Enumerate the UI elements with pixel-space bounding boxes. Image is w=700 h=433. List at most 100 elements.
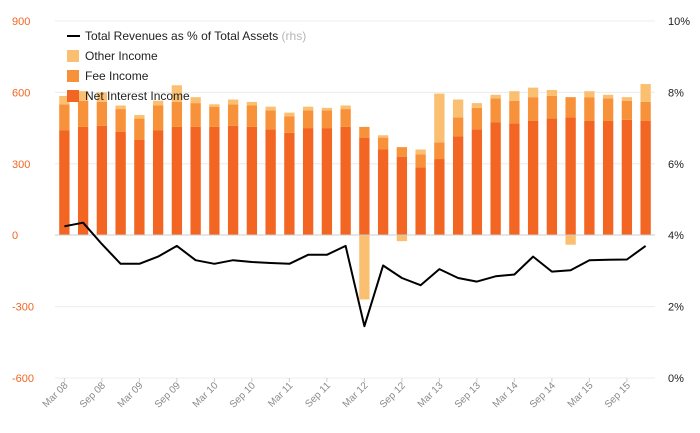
- legend-label: Fee Income: [85, 69, 149, 83]
- bar-fee-income: [471, 107, 483, 130]
- bar-other-income: [302, 106, 314, 111]
- legend: Total Revenues as % of Total Assets (rhs…: [67, 29, 306, 103]
- bar-fee-income: [134, 118, 145, 140]
- bar-net-interest-income: [602, 120, 614, 236]
- bar-fee-income: [452, 117, 464, 137]
- bar-other-income: [171, 85, 183, 102]
- x-tick-label: Mar 14: [491, 380, 521, 410]
- left-tick-label: 0: [12, 230, 18, 242]
- bar-fee-income: [190, 103, 201, 127]
- bar-fee-income: [434, 142, 445, 160]
- bar-fee-income: [152, 105, 164, 131]
- x-tick-label: Sep 13: [453, 380, 483, 410]
- bar-net-interest-income: [546, 118, 558, 236]
- x-tick-label: Mar 15: [566, 380, 596, 410]
- x-tick-label: Sep 11: [303, 380, 333, 410]
- bar-fee-income: [115, 109, 126, 132]
- right-tick-label: 4%: [668, 230, 684, 242]
- legend-swatch-net-interest-income: [67, 90, 79, 102]
- bar-other-income: [321, 107, 333, 111]
- bar-other-income: [640, 84, 651, 102]
- bar-net-interest-income: [77, 126, 89, 236]
- bar-net-interest-income: [621, 119, 633, 236]
- bar-other-income: [471, 103, 483, 108]
- bar-other-income: [621, 97, 633, 101]
- x-tick-label: Sep 14: [528, 380, 558, 410]
- bar-net-interest-income: [396, 156, 408, 236]
- bar-fee-income: [246, 105, 258, 127]
- bar-net-interest-income: [59, 130, 70, 236]
- x-tick-label: Sep 10: [228, 380, 258, 410]
- bar-fee-income: [509, 100, 520, 124]
- bar-fee-income: [490, 98, 501, 123]
- legend-label: Net Interest Income: [85, 89, 190, 103]
- bar-other-income: [584, 91, 595, 98]
- bar-fee-income: [96, 101, 108, 126]
- bar-net-interest-income: [340, 126, 351, 236]
- x-tick-label: Sep 09: [153, 380, 183, 410]
- right-tick-label: 10%: [668, 16, 690, 28]
- left-axis-ticks: 900 600 300 0 -300 -600: [12, 16, 34, 385]
- bar-series: [59, 84, 651, 300]
- x-tick-label: Mar 13: [416, 380, 446, 410]
- bar-net-interest-income: [321, 128, 333, 236]
- bar-other-income: [340, 105, 351, 110]
- bar-net-interest-income: [302, 128, 314, 236]
- bar-other-income: [284, 112, 295, 117]
- bar-fee-income: [340, 109, 351, 127]
- x-tick-label: Sep 15: [603, 380, 633, 410]
- legend-swatch-other-income: [67, 50, 79, 62]
- bar-other-income: [527, 87, 539, 98]
- bar-other-income: [509, 91, 520, 101]
- bar-net-interest-income: [171, 126, 183, 236]
- left-tick-label: -600: [12, 373, 34, 385]
- bar-fee-income: [584, 97, 595, 121]
- bar-net-interest-income: [377, 149, 389, 236]
- bar-fee-income: [640, 101, 651, 121]
- bar-fee-income: [621, 100, 633, 120]
- bar-net-interest-income: [246, 126, 258, 236]
- legend-note: (rhs): [278, 29, 306, 43]
- bar-net-interest-income: [434, 159, 445, 236]
- legend-label: Total Revenues as % of Total Assets (rhs…: [85, 29, 306, 43]
- bar-fee-income: [171, 101, 183, 127]
- legend-swatch-fee-income: [67, 70, 79, 82]
- bar-other-income: [190, 97, 201, 104]
- right-axis-ticks: 10% 8% 6% 4% 2% 0%: [668, 16, 690, 385]
- left-tick-label: 600: [12, 87, 30, 99]
- left-tick-label: 900: [12, 16, 30, 28]
- bar-net-interest-income: [415, 167, 426, 236]
- x-tick-label: Sep 12: [378, 380, 408, 410]
- bar-net-interest-income: [134, 140, 145, 236]
- bar-fee-income: [359, 126, 370, 138]
- bar-other-income: [96, 92, 108, 102]
- bar-other-income: [134, 115, 145, 119]
- bar-fee-income: [546, 95, 558, 119]
- bar-other-income: [602, 94, 614, 99]
- bar-other-income: [490, 94, 501, 99]
- bar-fee-income: [209, 106, 220, 127]
- bar-net-interest-income: [565, 117, 576, 236]
- bar-net-interest-income: [96, 125, 108, 236]
- bar-other-income: [227, 99, 239, 105]
- bar-fee-income: [77, 100, 89, 127]
- bar-fee-income: [302, 110, 314, 129]
- x-tick-label: Mar 12: [341, 380, 371, 410]
- bar-fee-income: [284, 116, 295, 133]
- bar-fee-income: [415, 154, 426, 168]
- bar-other-income: [377, 135, 389, 138]
- bar-other-income: [434, 93, 445, 143]
- bar-net-interest-income: [527, 120, 539, 236]
- left-tick-label: -300: [12, 302, 34, 314]
- bar-net-interest-income: [509, 123, 520, 236]
- right-tick-label: 0%: [668, 373, 684, 385]
- bar-other-income: [396, 235, 408, 242]
- bar-net-interest-income: [152, 130, 164, 236]
- bar-net-interest-income: [190, 126, 201, 236]
- bar-net-interest-income: [284, 132, 295, 236]
- bar-other-income: [115, 105, 126, 110]
- bar-other-income: [265, 106, 276, 111]
- bar-other-income: [452, 99, 464, 118]
- legend-label: Other Income: [85, 49, 158, 63]
